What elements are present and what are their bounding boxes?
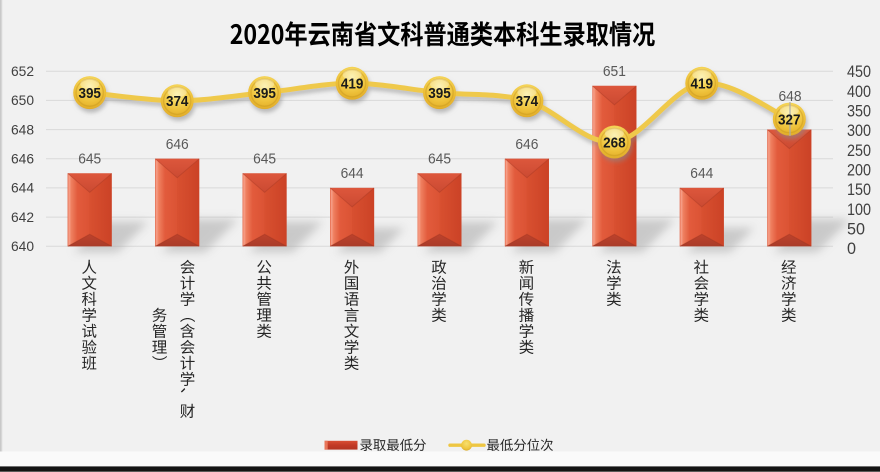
- svg-text:648: 648: [11, 122, 34, 137]
- svg-text:644: 644: [11, 181, 34, 196]
- svg-text:645: 645: [253, 151, 276, 168]
- svg-text:646: 646: [11, 151, 34, 166]
- svg-text:327: 327: [778, 111, 801, 128]
- svg-text:350: 350: [847, 103, 871, 121]
- svg-text:450: 450: [847, 63, 871, 81]
- svg-text:395: 395: [78, 85, 101, 102]
- svg-text:0: 0: [847, 240, 856, 258]
- svg-text:50: 50: [847, 221, 865, 239]
- svg-text:150: 150: [847, 181, 871, 199]
- svg-text:395: 395: [428, 85, 451, 102]
- svg-text:374: 374: [166, 93, 189, 110]
- svg-text:646: 646: [515, 136, 538, 153]
- svg-text:646: 646: [166, 136, 189, 153]
- svg-text:419: 419: [341, 76, 364, 93]
- svg-text:652: 652: [11, 64, 34, 79]
- svg-text:200: 200: [847, 162, 871, 180]
- svg-text:374: 374: [516, 93, 539, 110]
- svg-text:645: 645: [78, 151, 101, 168]
- svg-text:100: 100: [847, 201, 871, 219]
- svg-text:650: 650: [11, 93, 34, 108]
- svg-text:268: 268: [603, 134, 626, 151]
- svg-text:642: 642: [11, 210, 34, 225]
- svg-text:640: 640: [11, 239, 34, 254]
- svg-text:645: 645: [428, 151, 451, 168]
- svg-text:395: 395: [253, 85, 276, 102]
- svg-text:300: 300: [847, 122, 871, 140]
- svg-text:648: 648: [779, 88, 802, 105]
- svg-text:644: 644: [690, 165, 713, 182]
- svg-text:400: 400: [847, 83, 871, 101]
- svg-text:651: 651: [603, 63, 626, 80]
- svg-text:250: 250: [847, 142, 871, 160]
- svg-text:644: 644: [341, 165, 364, 182]
- svg-text:419: 419: [691, 76, 714, 93]
